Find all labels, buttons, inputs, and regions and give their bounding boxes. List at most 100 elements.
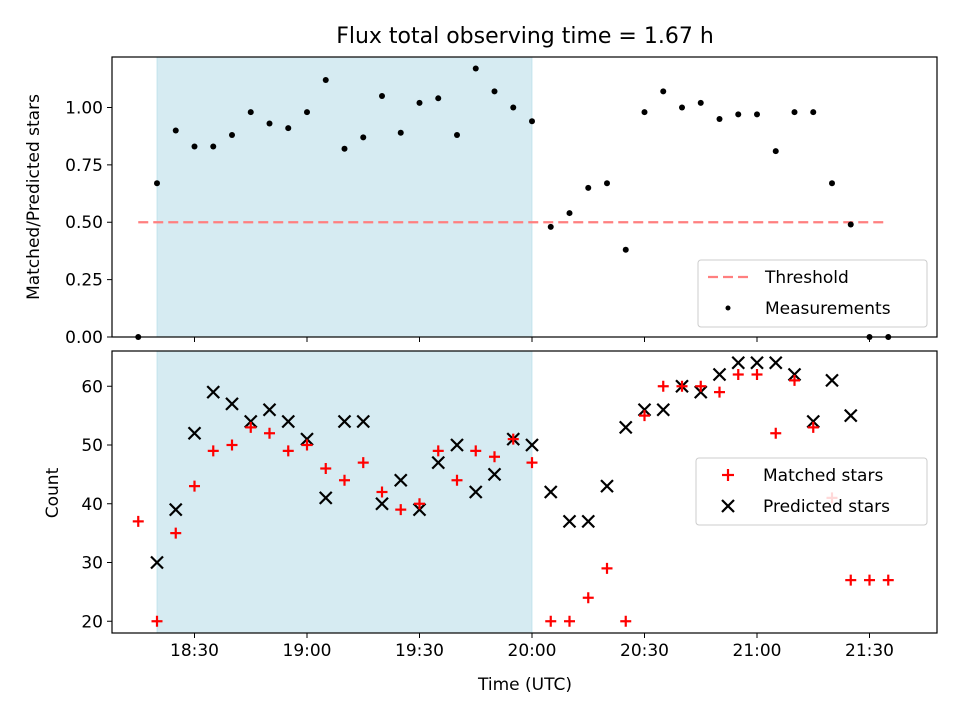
predicted-legend-label: Predicted stars [763, 497, 890, 517]
predicted-star-point [393, 473, 408, 488]
predicted-star-point [656, 402, 671, 417]
measurement-point [847, 221, 854, 228]
predicted-star-point [206, 385, 221, 399]
matched-star-point [451, 474, 463, 486]
measurement-point [341, 145, 348, 152]
measurements-legend-label: Measurements [765, 299, 891, 319]
measurement-point [622, 246, 629, 253]
predicted-star-point [806, 414, 821, 429]
predicted-star-point [431, 455, 446, 470]
matched-star-point [132, 515, 144, 527]
y-tick-label: 0.00 [65, 328, 103, 348]
measurement-point [360, 134, 367, 141]
matched-star-point [507, 433, 519, 445]
x-tick-label: 18:30 [170, 641, 219, 661]
predicted-star-point [750, 355, 764, 370]
y-tick-label: 60 [81, 377, 103, 397]
matched-star-point [676, 380, 688, 392]
predicted-star-point [843, 408, 858, 423]
measurement-point [172, 127, 179, 134]
measurement-point [491, 88, 498, 95]
top-panel: 0.00 0.25 0.50 0.75 1.00 Matched/Predicted s… [24, 56, 938, 348]
y-tick-label: 0.75 [65, 156, 103, 176]
predicted-star-point [637, 402, 652, 417]
matched-star-point [695, 380, 707, 392]
measurement-point [810, 109, 817, 116]
predicted-star-point [281, 414, 296, 429]
y-tick-label: 40 [81, 495, 103, 515]
measurement-point [229, 132, 235, 139]
predicted-star-point [375, 496, 389, 511]
matched-star-point [601, 562, 613, 574]
predicted-star-point [450, 438, 464, 452]
measurement-point [472, 65, 479, 72]
predicted-star-point [300, 432, 314, 446]
matched-star-point [264, 427, 275, 439]
matched-star-point [170, 527, 182, 539]
measurement-point [454, 132, 460, 139]
measurement-point [585, 184, 592, 191]
measurement-point [735, 111, 742, 118]
predicted-star-point [487, 467, 502, 482]
matched-star-point [564, 615, 575, 627]
matched-star-point [770, 427, 782, 439]
measurement-point [566, 210, 573, 217]
measurement-points [135, 65, 892, 340]
matched-star-point [620, 615, 632, 627]
measurement-point [397, 129, 404, 136]
measurement-point [247, 109, 254, 116]
x-tick-label: 21:00 [733, 641, 782, 661]
predicted-star-point [412, 502, 427, 517]
measurement-point [416, 99, 423, 106]
measurement-point [660, 88, 667, 95]
bottom-legend: Matched stars Predicted stars [695, 457, 928, 526]
measurement-point [191, 143, 198, 150]
matched-star-point [339, 474, 350, 486]
measurement-point [716, 115, 723, 122]
bottom-axes-frame [111, 350, 938, 634]
matched-star-point [845, 574, 857, 586]
predicted-star-point [225, 397, 239, 411]
measurement-point [510, 104, 517, 111]
y-tick-label: 0.25 [65, 271, 103, 291]
predicted-legend-marker [721, 499, 735, 513]
predicted-star-point [581, 514, 596, 529]
measurement-point [697, 99, 704, 106]
x-tick-label: 21:30 [845, 641, 894, 661]
predicted-star-point [525, 438, 539, 452]
matched-star-point [807, 421, 819, 433]
matched-star-point [245, 421, 257, 433]
y-tick-label: 30 [81, 554, 103, 574]
y-tick-label: 1.00 [65, 98, 103, 118]
threshold-legend-label: Threshold [764, 268, 849, 288]
predicted-star-point [825, 373, 839, 388]
measurement-point [379, 93, 385, 100]
predicted-star-point [618, 420, 633, 435]
matched-star-point [357, 457, 369, 469]
predicted-star-point [768, 355, 783, 370]
matched-star-point [320, 463, 332, 474]
matched-star-point [864, 574, 875, 586]
matched-star-point [526, 457, 538, 469]
top-y-axis-label: Matched/Predicted stars [24, 94, 44, 300]
matched-star-point [301, 439, 313, 451]
matched-legend-label: Matched stars [763, 466, 883, 486]
matched-star-point [657, 380, 669, 392]
x-tick-label: 19:00 [283, 641, 332, 661]
measurements-legend-marker [725, 305, 731, 311]
measurement-point [285, 125, 292, 132]
matched-star-point [207, 445, 219, 457]
predicted-star-point [150, 555, 164, 570]
x-tick-label: 20:00 [508, 641, 557, 661]
bottom-x-ticks: 18:30 19:00 19:30 20:00 20:30 21:00 21:30 [170, 633, 894, 661]
matched-star-point [751, 369, 763, 380]
x-axis-label: Time (UTC) [477, 675, 572, 695]
predicted-star-point [318, 491, 333, 505]
matched-star-point [489, 451, 500, 463]
measurement-point [266, 120, 273, 127]
top-x-ticks [194, 337, 870, 342]
measurement-point [154, 180, 160, 187]
predicted-star-point [168, 502, 183, 517]
measurement-point [679, 104, 685, 111]
